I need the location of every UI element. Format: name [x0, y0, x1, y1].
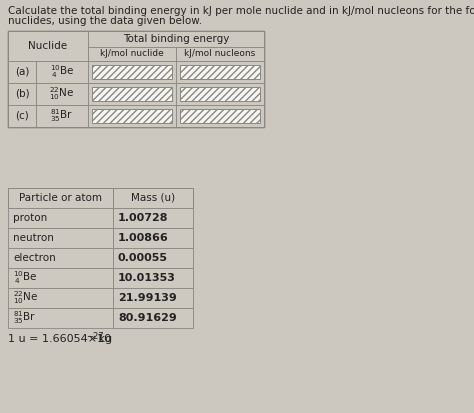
Bar [8, 188, 113, 208]
Text: −27: −27 [86, 332, 104, 341]
Bar [8, 208, 113, 228]
Text: kJ/mol nucleons: kJ/mol nucleons [184, 50, 255, 59]
Text: Mass (u): Mass (u) [131, 193, 175, 203]
Bar [176, 83, 264, 105]
Text: 80.91629: 80.91629 [118, 313, 177, 323]
Bar [88, 61, 176, 83]
Text: 1.00866: 1.00866 [118, 233, 169, 243]
Text: 0.00055: 0.00055 [118, 253, 168, 263]
Bar [180, 109, 260, 123]
Bar [113, 188, 193, 208]
Bar [8, 268, 113, 288]
Bar [92, 65, 172, 79]
Text: (c): (c) [15, 111, 29, 121]
Bar [180, 87, 260, 101]
Text: Total binding energy: Total binding energy [123, 34, 229, 44]
Bar [113, 288, 193, 308]
Text: 1 u = 1.66054×10: 1 u = 1.66054×10 [8, 334, 111, 344]
Bar [92, 87, 172, 101]
Bar [113, 268, 193, 288]
Text: (a): (a) [15, 67, 29, 77]
Bar [8, 228, 113, 248]
Bar [36, 83, 88, 105]
Text: (b): (b) [15, 89, 29, 99]
Bar [180, 65, 260, 79]
Bar [8, 31, 264, 127]
Bar [36, 61, 88, 83]
Text: 21.99139: 21.99139 [118, 293, 177, 303]
Bar [113, 248, 193, 268]
Bar [8, 83, 36, 105]
Text: proton: proton [13, 213, 47, 223]
Bar [88, 31, 264, 47]
Bar [176, 61, 264, 83]
Text: $^{22}_{10}$Ne: $^{22}_{10}$Ne [13, 290, 38, 306]
Bar [92, 109, 172, 123]
Bar [113, 228, 193, 248]
Bar [176, 105, 264, 127]
Text: $^{10}_{\,4}$Be: $^{10}_{\,4}$Be [13, 270, 37, 286]
Text: neutron: neutron [13, 233, 54, 243]
Bar [8, 61, 36, 83]
Text: 10.01353: 10.01353 [118, 273, 176, 283]
Bar [88, 105, 176, 127]
Text: electron: electron [13, 253, 56, 263]
Text: $^{10}_{\,4}$Be: $^{10}_{\,4}$Be [50, 64, 74, 81]
Text: $^{81}_{35}$Br: $^{81}_{35}$Br [13, 310, 36, 326]
Bar [113, 208, 193, 228]
Text: Particle or atom: Particle or atom [19, 193, 102, 203]
Bar [113, 308, 193, 328]
Bar [88, 83, 176, 105]
Bar [88, 47, 176, 61]
Text: kJ/mol nuclide: kJ/mol nuclide [100, 50, 164, 59]
Bar [36, 105, 88, 127]
Bar [8, 248, 113, 268]
Text: $^{81}_{35}$Br: $^{81}_{35}$Br [50, 108, 73, 124]
Text: kg: kg [95, 334, 112, 344]
Bar [8, 105, 36, 127]
Text: Calculate the total binding energy in kJ per mole nuclide and in kJ/mol nucleons: Calculate the total binding energy in kJ… [8, 6, 474, 16]
Text: $^{22}_{10}$Ne: $^{22}_{10}$Ne [49, 85, 74, 102]
Bar [8, 288, 113, 308]
Bar [176, 47, 264, 61]
Text: 1.00728: 1.00728 [118, 213, 168, 223]
Text: nuclides, using the data given below.: nuclides, using the data given below. [8, 16, 202, 26]
Text: Nuclide: Nuclide [28, 41, 68, 51]
Bar [8, 308, 113, 328]
Bar [8, 31, 88, 61]
